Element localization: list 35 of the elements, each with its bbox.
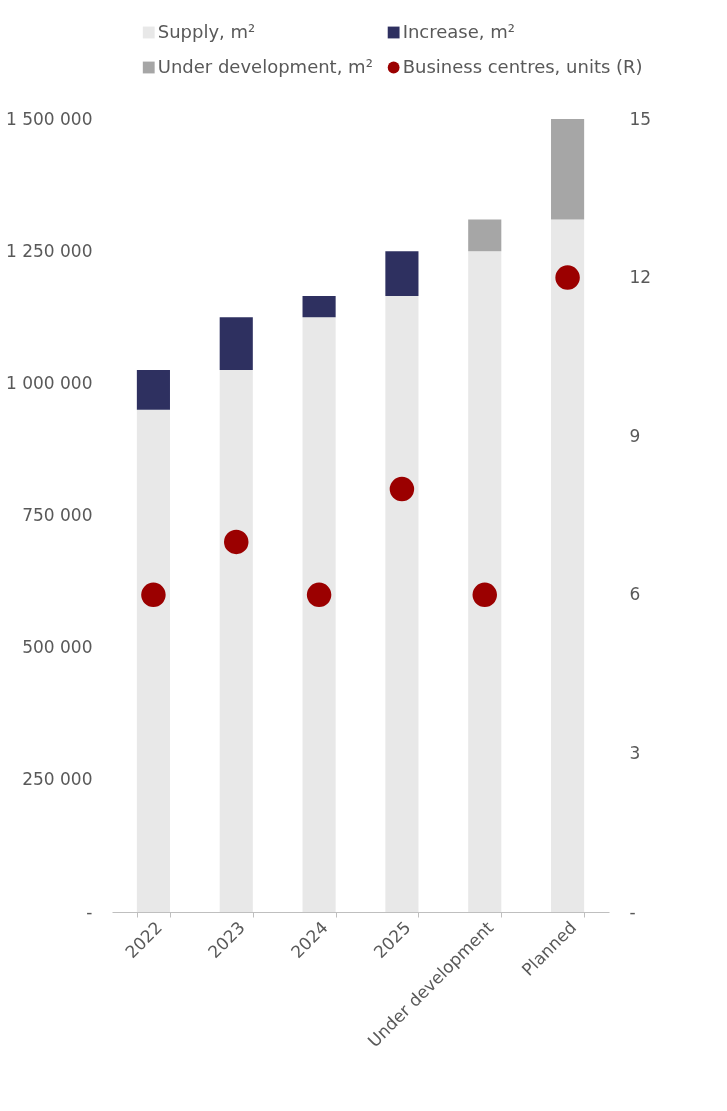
legend-label: Business centres, units (R): [402, 55, 643, 77]
y-tick-label: 750 000: [22, 505, 93, 525]
y-tick-label: 1 250 000: [5, 240, 93, 261]
bar: [385, 251, 419, 297]
legend-label: Increase, m²: [402, 20, 516, 42]
y-tick-label: 1 000 000: [5, 372, 93, 393]
bar: [302, 296, 336, 318]
y2-tick-label: 6: [629, 584, 641, 605]
point: [472, 582, 497, 608]
legend-label: Supply, m²: [157, 20, 256, 42]
point: [224, 529, 249, 555]
y2-tick-label: 3: [629, 742, 641, 763]
legend-label: Under development, m²: [157, 55, 373, 77]
y-tick-label: 250 000: [22, 769, 93, 790]
y-tick-label: 1 500 000: [5, 108, 93, 129]
bar: [302, 317, 336, 912]
y2-tick-label: 15: [629, 108, 652, 129]
bar: [385, 296, 419, 912]
bar: [219, 370, 253, 912]
bar: [219, 317, 253, 371]
point: [555, 265, 580, 290]
point: [306, 582, 332, 608]
y2-tick-label: -: [629, 901, 636, 922]
y-tick-label: -: [86, 901, 93, 922]
y-tick-label: 500 000: [22, 637, 93, 658]
y2-tick-label: 12: [629, 267, 652, 288]
bar: [551, 219, 585, 912]
bar: [136, 409, 170, 912]
y2-tick-label: 9: [629, 425, 641, 446]
bar: [551, 119, 585, 220]
bar: [468, 219, 502, 252]
bar: [468, 251, 502, 912]
bar: [136, 370, 170, 410]
point: [389, 476, 415, 502]
point: [141, 582, 166, 608]
